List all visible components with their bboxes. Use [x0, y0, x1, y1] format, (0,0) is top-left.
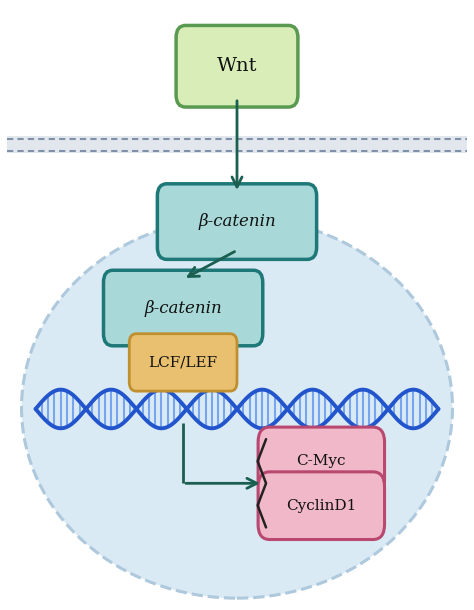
Text: CyclinD1: CyclinD1: [286, 499, 356, 512]
FancyBboxPatch shape: [176, 26, 298, 107]
Text: β-catenin: β-catenin: [144, 300, 222, 317]
FancyBboxPatch shape: [103, 270, 263, 346]
Text: β-catenin: β-catenin: [198, 213, 276, 230]
Ellipse shape: [21, 217, 453, 598]
Text: Wnt: Wnt: [217, 57, 257, 75]
Text: C-Myc: C-Myc: [297, 454, 346, 468]
FancyBboxPatch shape: [157, 184, 317, 259]
FancyBboxPatch shape: [129, 334, 237, 391]
Text: LCF/LEF: LCF/LEF: [148, 356, 218, 370]
FancyBboxPatch shape: [8, 137, 466, 153]
FancyBboxPatch shape: [258, 427, 384, 495]
FancyBboxPatch shape: [258, 472, 384, 539]
